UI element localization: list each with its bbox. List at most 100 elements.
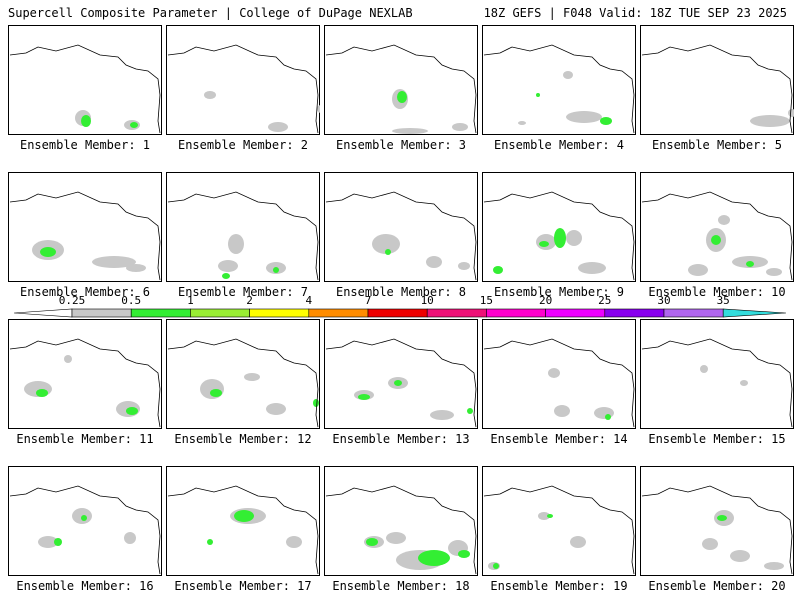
scp-moderate-area bbox=[467, 408, 473, 414]
scp-moderate-area bbox=[547, 514, 553, 518]
ensemble-map-13 bbox=[324, 319, 478, 429]
ensemble-panel-17 bbox=[166, 466, 320, 576]
colorbar-segment bbox=[130, 308, 191, 318]
map-basemap bbox=[325, 191, 477, 281]
colorbar-tick-label: 35 bbox=[716, 294, 730, 307]
colorbar-segment bbox=[426, 308, 487, 318]
title-left: Supercell Composite Parameter | College … bbox=[8, 6, 413, 20]
map-basemap bbox=[483, 44, 635, 134]
ensemble-map-3 bbox=[324, 25, 478, 135]
member-label-15: Ensemble Member: 15 bbox=[648, 432, 786, 446]
colorbar-tick-label: 0.5 bbox=[121, 294, 142, 307]
scp-low-area bbox=[372, 234, 400, 254]
scp-moderate-area bbox=[313, 399, 319, 407]
scp-low-area bbox=[126, 264, 146, 272]
scp-low-area bbox=[750, 115, 790, 127]
scp-moderate-area bbox=[493, 563, 499, 569]
ensemble-map-16 bbox=[8, 466, 162, 576]
scp-low-area bbox=[518, 121, 526, 125]
map-frame bbox=[482, 172, 636, 282]
colorbar-tick-label: 7 bbox=[364, 294, 372, 307]
colorbar-tick-label: 0.25 bbox=[58, 294, 86, 307]
map-basemap bbox=[641, 338, 793, 428]
map-basemap bbox=[641, 44, 793, 134]
map-frame bbox=[482, 25, 636, 135]
scp-moderate-area bbox=[385, 249, 391, 255]
ensemble-panel-9 bbox=[482, 172, 636, 282]
ensemble-panel-18 bbox=[324, 466, 478, 576]
scp-low-area bbox=[766, 268, 782, 276]
ensemble-panel-14 bbox=[482, 319, 636, 429]
colorbar-tick-label: 25 bbox=[598, 294, 612, 307]
member-label-2: Ensemble Member: 2 bbox=[177, 138, 309, 152]
colorbar-segment bbox=[367, 308, 428, 318]
ensemble-map-19 bbox=[482, 466, 636, 576]
colorbar-segment bbox=[545, 308, 606, 318]
map-basemap bbox=[9, 191, 161, 281]
map-basemap bbox=[325, 44, 477, 134]
scp-moderate-area bbox=[81, 515, 87, 521]
scp-moderate-area bbox=[418, 550, 450, 566]
member-label-10: Ensemble Member: 10 bbox=[648, 285, 786, 299]
map-basemap bbox=[9, 338, 161, 428]
scp-low-area bbox=[204, 91, 216, 99]
map-basemap bbox=[641, 191, 793, 281]
scp-low-area bbox=[566, 111, 602, 123]
ensemble-panel-8 bbox=[324, 172, 478, 282]
colorbar-arrow-right bbox=[722, 308, 787, 318]
scp-moderate-area bbox=[554, 228, 566, 248]
ensemble-map-15 bbox=[640, 319, 794, 429]
member-label-1: Ensemble Member: 1 bbox=[19, 138, 151, 152]
scp-low-area bbox=[718, 215, 730, 225]
colorbar-tick-label: 1 bbox=[187, 294, 194, 307]
ensemble-panel-4 bbox=[482, 25, 636, 135]
scp-moderate-area bbox=[600, 117, 612, 125]
ensemble-map-7 bbox=[166, 172, 320, 282]
ensemble-panel-5 bbox=[640, 25, 794, 135]
scp-low-area bbox=[594, 407, 614, 419]
scp-moderate-area bbox=[81, 115, 91, 127]
scp-low-area bbox=[548, 368, 560, 378]
scp-moderate-area bbox=[273, 267, 279, 273]
scp-moderate-area bbox=[210, 389, 222, 397]
ensemble-map-11 bbox=[8, 319, 162, 429]
scp-low-area bbox=[730, 550, 750, 562]
colorbar-tick-label: 10 bbox=[420, 294, 434, 307]
member-label-7: Ensemble Member: 7 bbox=[177, 285, 309, 299]
scp-moderate-area bbox=[536, 93, 540, 97]
scp-moderate-area bbox=[711, 235, 721, 245]
map-basemap bbox=[483, 338, 635, 428]
ensemble-panel-7 bbox=[166, 172, 320, 282]
member-label-11: Ensemble Member: 11 bbox=[16, 432, 154, 446]
scp-moderate-area bbox=[54, 538, 62, 546]
colorbar-tick-label: 4 bbox=[305, 294, 313, 307]
ensemble-panel-20 bbox=[640, 466, 794, 576]
colorbar-segment bbox=[308, 308, 369, 318]
scp-moderate-area bbox=[458, 550, 470, 558]
scp-low-area bbox=[38, 536, 58, 548]
map-frame bbox=[166, 319, 320, 429]
map-basemap bbox=[167, 191, 319, 281]
member-label-3: Ensemble Member: 3 bbox=[335, 138, 467, 152]
ensemble-panel-19 bbox=[482, 466, 636, 576]
colorbar-tick-label: 30 bbox=[657, 294, 671, 307]
scp-moderate-area bbox=[40, 247, 56, 257]
member-label-20: Ensemble Member: 20 bbox=[648, 579, 786, 593]
member-label-8: Ensemble Member: 8 bbox=[335, 285, 467, 299]
scp-moderate-area bbox=[397, 91, 407, 103]
member-label-16: Ensemble Member: 16 bbox=[16, 579, 154, 593]
scp-low-area bbox=[570, 536, 586, 548]
scp-moderate-area bbox=[366, 538, 378, 546]
map-basemap bbox=[167, 485, 319, 575]
scp-low-area bbox=[392, 128, 428, 134]
map-basemap bbox=[167, 338, 319, 428]
scp-moderate-area bbox=[130, 122, 138, 128]
scp-low-area bbox=[700, 365, 708, 373]
scp-low-area bbox=[386, 532, 406, 544]
member-label-13: Ensemble Member: 13 bbox=[332, 432, 470, 446]
map-frame bbox=[324, 172, 478, 282]
colorbar-segment bbox=[190, 308, 250, 318]
map-frame bbox=[482, 466, 636, 576]
scp-moderate-area bbox=[493, 266, 503, 274]
scp-low-area bbox=[554, 405, 570, 417]
